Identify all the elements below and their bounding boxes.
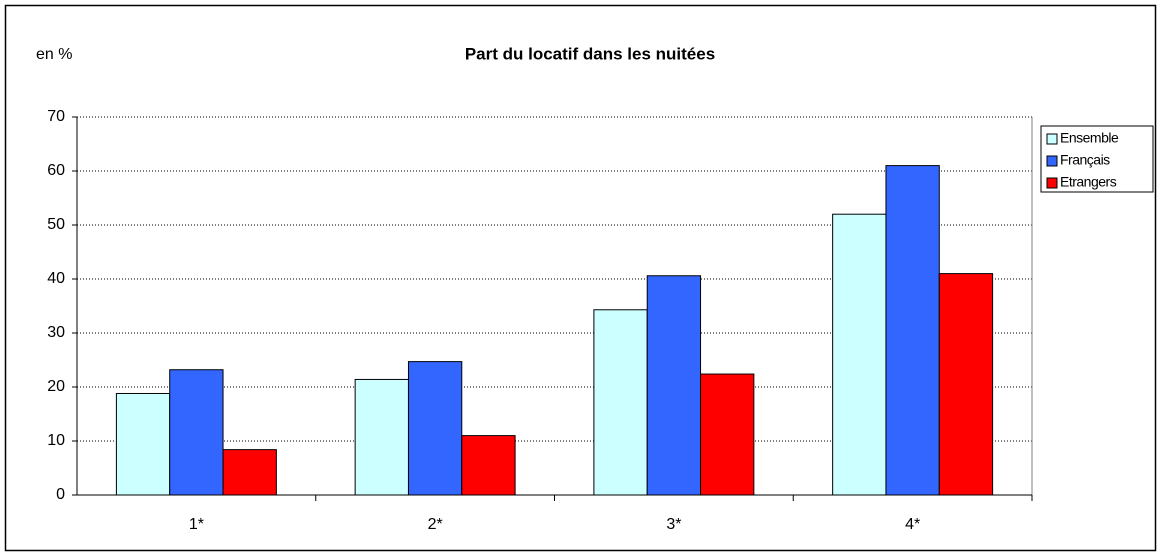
bar [222,449,277,496]
x-tick-label: 2* [428,516,443,533]
bar [832,213,887,496]
x-tick-label: 3* [666,516,681,533]
legend-text: Ensemble [1060,130,1119,146]
y-tick-label: 60 [47,162,65,179]
y-tick-label: 40 [47,270,65,287]
legend-swatch [1046,155,1058,167]
bar [169,369,224,496]
y-tick-label: 70 [47,108,65,125]
legend-text: Etrangers [1060,174,1117,190]
bar [885,165,940,496]
y-tick-label: 30 [47,324,65,341]
y-tick-label: 20 [47,378,65,395]
bar [115,392,171,496]
bar [354,378,409,496]
y-tick-label: 10 [47,432,65,449]
chart-title: Part du locatif dans les nuitées [465,44,715,63]
x-tick-label: 1* [189,516,204,533]
bar [700,373,755,496]
bar [407,361,463,496]
y-tick-label: 0 [56,486,65,503]
bar [938,273,994,496]
legend-swatch [1046,177,1058,189]
x-tick-label: 4* [905,516,920,533]
bar [593,309,648,496]
bar [646,275,702,496]
bar [461,435,516,496]
legend-text: Français [1060,152,1110,168]
y-tick-label: 50 [47,216,65,233]
legend-box [1040,125,1154,193]
legend-swatch [1046,133,1058,145]
y-axis-label: en % [36,46,72,63]
